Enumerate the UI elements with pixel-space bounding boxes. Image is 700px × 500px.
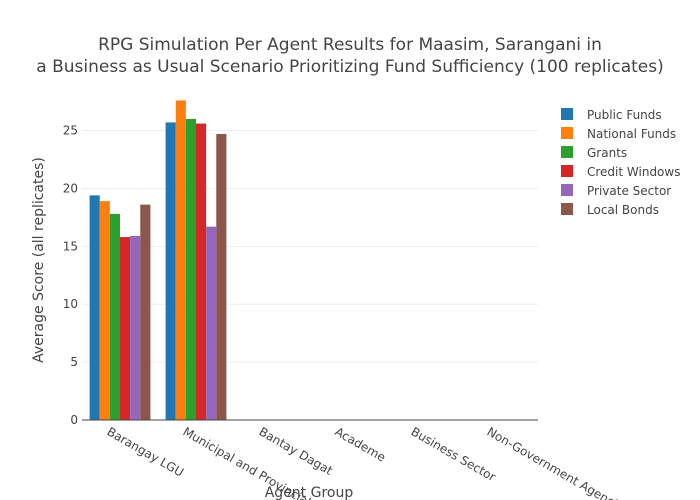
legend-label: Credit Windows xyxy=(587,165,680,179)
legend-swatch xyxy=(561,184,573,196)
bar xyxy=(89,195,100,420)
legend: Public Funds National Funds Grants Credit W… xyxy=(561,108,680,217)
bar xyxy=(185,118,196,421)
bar xyxy=(130,235,141,420)
legend-item: Local Bonds xyxy=(561,203,659,217)
legend-swatch xyxy=(561,146,573,158)
bar xyxy=(99,201,110,420)
legend-swatch xyxy=(561,108,573,120)
legend-swatch xyxy=(561,127,573,139)
bar xyxy=(216,134,227,420)
bars xyxy=(89,100,227,421)
x-tick-label: Business Sector xyxy=(409,424,499,484)
legend-swatch xyxy=(561,165,573,177)
bar xyxy=(109,213,120,420)
legend-swatch xyxy=(561,203,573,215)
grid-lines xyxy=(82,130,538,363)
y-axis-title: Average Score (all replicates) xyxy=(31,157,47,363)
chart-title-line-2: a Business as Usual Scenario Prioritizin… xyxy=(36,57,663,77)
chart-title: RPG Simulation Per Agent Results for Maa… xyxy=(36,35,663,77)
legend-label: Public Funds xyxy=(587,108,662,122)
y-axis-ticks: 0 5 10 15 20 25 xyxy=(63,124,78,427)
legend-label: Private Sector xyxy=(587,184,671,198)
legend-item: Grants xyxy=(561,146,627,160)
bar xyxy=(206,226,217,420)
legend-label: National Funds xyxy=(587,127,676,141)
y-tick-label: 15 xyxy=(63,239,78,253)
x-tick-label: Bantay Dagat xyxy=(257,424,336,477)
legend-item: Public Funds xyxy=(561,108,662,122)
y-tick-label: 25 xyxy=(63,124,78,138)
y-tick-label: 10 xyxy=(63,297,78,311)
legend-item: Credit Windows xyxy=(561,165,680,179)
x-axis-title: Agent Group xyxy=(265,485,354,500)
y-tick-label: 0 xyxy=(70,413,78,427)
bar xyxy=(175,100,186,420)
chart-title-line-1: RPG Simulation Per Agent Results for Maa… xyxy=(98,35,602,55)
x-tick-label: Academe xyxy=(333,424,389,464)
legend-label: Grants xyxy=(587,146,627,160)
y-tick-label: 5 xyxy=(70,355,78,369)
legend-item: Private Sector xyxy=(561,184,671,198)
x-tick-label: Barangay LGU xyxy=(105,424,187,479)
legend-item: National Funds xyxy=(561,127,676,141)
bar xyxy=(196,123,207,420)
legend-label: Local Bonds xyxy=(587,203,659,217)
bar xyxy=(165,122,176,420)
y-tick-label: 20 xyxy=(63,181,78,195)
bar xyxy=(140,204,151,420)
x-tick-label: Non-Government Agencies xyxy=(485,424,632,500)
bar xyxy=(120,237,131,420)
